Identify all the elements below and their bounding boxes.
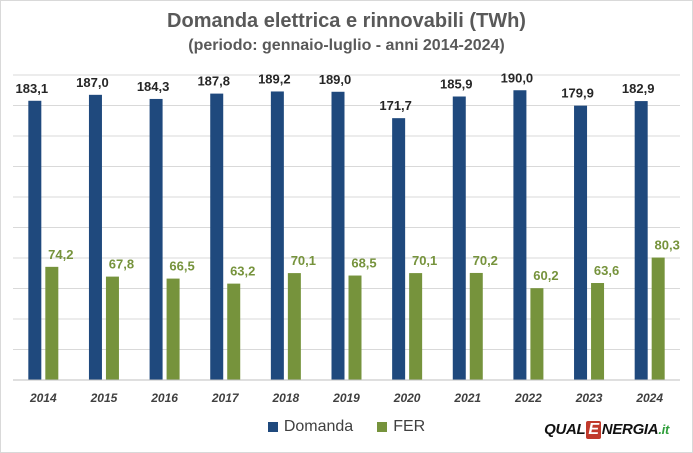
legend-item-fer: FER (377, 418, 425, 436)
x-tick-label: 2014 (29, 391, 57, 405)
data-label-fer-2021: 70,2 (473, 253, 498, 268)
bar-domanda-2016 (149, 98, 163, 380)
data-label-fer-2023: 63,6 (594, 263, 619, 278)
bar-domanda-2021 (452, 96, 466, 380)
data-label-fer-2019: 68,5 (351, 256, 376, 271)
bar-domanda-2018 (270, 91, 284, 380)
data-label-domanda-2020: 171,7 (379, 98, 412, 113)
data-label-fer-2020: 70,1 (412, 253, 437, 268)
data-label-domanda-2022: 190,0 (501, 70, 534, 85)
legend-label-fer: FER (393, 418, 426, 435)
data-label-domanda-2021: 185,9 (440, 77, 473, 92)
x-tick-label: 2020 (393, 391, 421, 405)
data-label-fer-2018: 70,1 (291, 253, 316, 268)
chart-legend: Domanda FER (0, 418, 693, 436)
legend-swatch-domanda (267, 422, 278, 432)
bar-domanda-2015 (88, 94, 102, 380)
x-tick-label: 2021 (453, 391, 481, 405)
bar-domanda-2022 (513, 90, 527, 380)
bar-fer-2018 (287, 273, 301, 380)
data-label-fer-2022: 60,2 (533, 268, 558, 283)
bar-domanda-2024 (634, 101, 648, 380)
data-label-fer-2024: 80,3 (655, 238, 680, 253)
bar-fer-2015 (105, 276, 119, 380)
bar-fer-2016 (166, 278, 180, 380)
x-tick-label: 2015 (90, 391, 118, 405)
bar-fer-2021 (469, 272, 483, 380)
data-label-domanda-2019: 189,0 (319, 72, 352, 87)
data-label-domanda-2024: 182,9 (622, 81, 655, 96)
x-tick-label: 2024 (635, 391, 663, 405)
bar-domanda-2017 (210, 93, 224, 380)
legend-swatch-fer (377, 422, 388, 432)
data-label-domanda-2018: 189,2 (258, 71, 291, 86)
data-label-domanda-2016: 184,3 (137, 79, 170, 94)
bar-domanda-2023 (574, 105, 588, 380)
x-tick-label: 2016 (150, 391, 178, 405)
data-label-domanda-2015: 187,0 (76, 75, 109, 90)
data-label-domanda-2017: 187,8 (197, 74, 230, 89)
bar-fer-2022 (530, 288, 544, 380)
data-label-fer-2014: 74,2 (48, 247, 73, 262)
bar-fer-2017 (227, 283, 241, 380)
legend-item-domanda: Domanda (267, 418, 354, 436)
bar-fer-2014 (45, 266, 59, 380)
data-label-domanda-2023: 179,9 (561, 86, 594, 101)
legend-label-domanda: Domanda (283, 418, 354, 435)
data-label-fer-2017: 63,2 (230, 264, 255, 279)
chart-title: Domanda elettrica e rinnovabili (TWh) (167, 10, 526, 32)
bar-domanda-2019 (331, 91, 345, 381)
x-tick-label: 2023 (575, 391, 603, 405)
x-tick-label: 2017 (211, 391, 240, 405)
x-tick-label: 2018 (272, 391, 300, 405)
data-label-domanda-2014: 183,1 (16, 81, 49, 96)
x-tick-label: 2022 (514, 391, 542, 405)
data-label-fer-2015: 67,8 (109, 257, 134, 272)
qualenergia-logo: QUAL E NERGIA.it (544, 421, 669, 439)
bar-fer-2024 (651, 257, 665, 380)
x-tick-label: 2019 (332, 391, 360, 405)
bar-fer-2019 (348, 275, 362, 380)
bar-domanda-2014 (28, 100, 42, 381)
data-label-fer-2016: 66,5 (169, 259, 194, 274)
bar-domanda-2020 (392, 118, 406, 380)
bar-fer-2023 (591, 283, 605, 380)
chart-subtitle: (periodo: gennaio-luglio - anni 2014-202… (188, 37, 505, 54)
bar-fer-2020 (409, 273, 423, 380)
